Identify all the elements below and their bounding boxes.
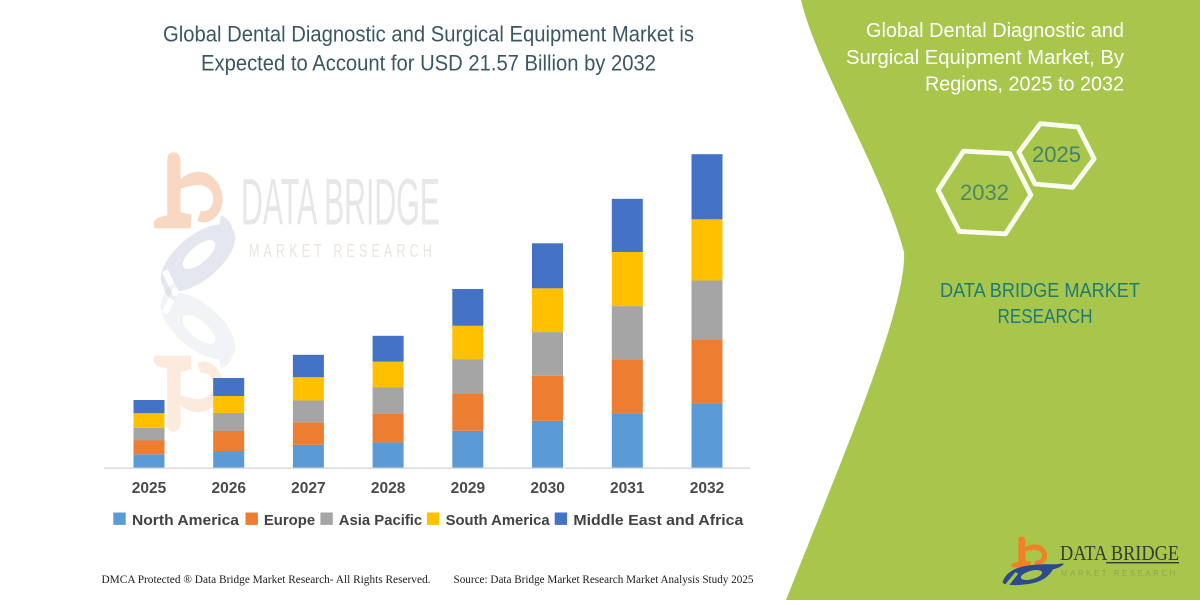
svg-text:Global Dental Diagnostic and: Global Dental Diagnostic and — [866, 19, 1124, 42]
svg-text:DATA BRIDGE MARKET: DATA BRIDGE MARKET — [940, 279, 1140, 302]
svg-text:2027: 2027 — [291, 480, 325, 497]
svg-text:RESEARCH: RESEARCH — [998, 305, 1093, 328]
svg-text:2031: 2031 — [610, 480, 645, 497]
svg-text:2025: 2025 — [1032, 142, 1081, 167]
svg-text:Middle East and Africa: Middle East and Africa — [573, 513, 744, 529]
svg-text:DATA BRIDGE: DATA BRIDGE — [241, 165, 440, 239]
svg-text:South America: South America — [446, 513, 551, 529]
svg-text:Europe: Europe — [264, 513, 315, 529]
svg-text:DMCA Protected ® Data Bridge M: DMCA Protected ® Data Bridge Market Rese… — [102, 572, 431, 586]
svg-text:2030: 2030 — [530, 480, 564, 497]
svg-text:Global Dental Diagnostic and S: Global Dental Diagnostic and Surgical Eq… — [163, 22, 694, 47]
svg-text:North America: North America — [132, 513, 240, 529]
svg-text:Asia Pacific: Asia Pacific — [339, 513, 422, 529]
svg-text:2029: 2029 — [451, 480, 486, 497]
svg-text:2025: 2025 — [132, 480, 167, 497]
svg-text:MARKET RESEARCH: MARKET RESEARCH — [249, 241, 436, 261]
svg-text:Surgical Equipment Market, By: Surgical Equipment Market, By — [846, 46, 1125, 69]
svg-text:2032: 2032 — [690, 480, 724, 497]
svg-text:Regions, 2025 to 2032: Regions, 2025 to 2032 — [925, 73, 1124, 96]
svg-text:2028: 2028 — [371, 480, 406, 497]
svg-text:2026: 2026 — [211, 480, 246, 497]
svg-text:Expected to Account for USD 21: Expected to Account for USD 21.57 Billio… — [201, 50, 656, 75]
svg-text:Source: Data Bridge Market Res: Source: Data Bridge Market Research Mark… — [454, 572, 754, 586]
svg-text:MARKET RESEARCH: MARKET RESEARCH — [1061, 568, 1178, 578]
svg-text:DATA BRIDGE: DATA BRIDGE — [1060, 541, 1179, 565]
svg-text:2032: 2032 — [960, 180, 1009, 205]
